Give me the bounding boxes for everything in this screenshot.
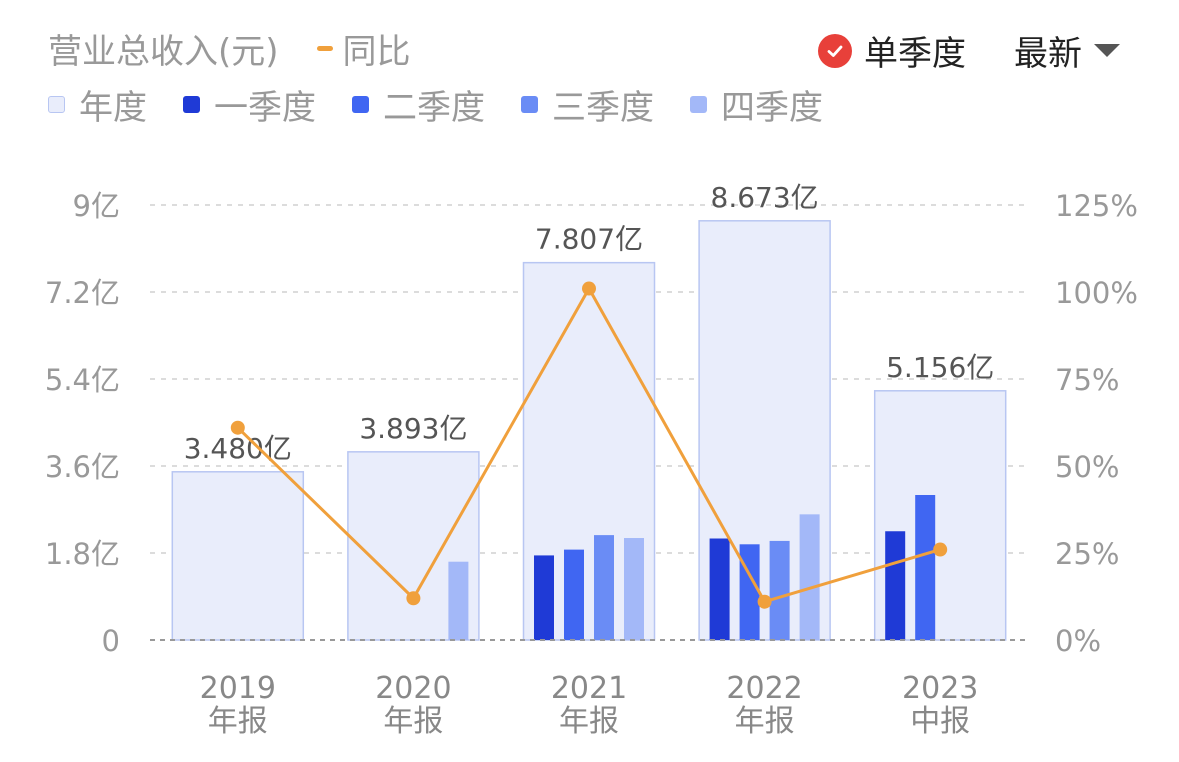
x-tick-label: 2021 年报 <box>551 671 627 739</box>
quarter-bar <box>799 514 820 640</box>
single-quarter-label[interactable]: 单季度 <box>864 34 966 74</box>
y-right-tick-label: 75% <box>1055 363 1119 397</box>
y-left-tick-label: 5.4亿 <box>45 363 120 397</box>
legend-swatch-icon <box>521 96 538 113</box>
legend-label: 一季度 <box>214 88 316 128</box>
yoy-point <box>582 281 596 296</box>
y-right-tick-label: 25% <box>1055 537 1119 571</box>
y-right-tick-label: 125% <box>1055 189 1138 223</box>
y-left-tick-label: 0 <box>102 624 120 658</box>
y-left-tick-label: 3.6亿 <box>45 450 120 484</box>
single-quarter-toggle[interactable]: 单季度 <box>818 26 966 75</box>
quarter-bar <box>709 538 730 640</box>
legend-label: 二季度 <box>383 88 485 128</box>
quarter-bar <box>624 538 644 640</box>
annual-value-label: 8.673亿 <box>711 181 819 214</box>
legend-swatch-icon <box>352 96 369 113</box>
y-left-tick-label: 9亿 <box>73 189 120 223</box>
yoy-legend-dash-icon <box>316 46 333 51</box>
y-left-tick-label: 1.8亿 <box>45 537 120 571</box>
check-circle-icon[interactable] <box>818 33 852 68</box>
quarter-bar <box>448 561 469 640</box>
legend-swatch-icon <box>48 96 65 113</box>
sort-dropdown[interactable]: 最新 <box>1014 26 1120 75</box>
legend-item[interactable]: 四季度 <box>690 80 823 129</box>
series-legend: 年度 一季度 二季度 三季度 四季度 <box>48 80 859 129</box>
y-right-tick-label: 0% <box>1055 624 1101 658</box>
sort-label[interactable]: 最新 <box>1014 34 1082 74</box>
annual-value-label: 3.480亿 <box>184 432 292 465</box>
yoy-point <box>230 420 245 435</box>
legend-swatch-icon <box>183 96 200 113</box>
legend-item[interactable]: 年度 <box>48 80 147 129</box>
quarter-bar <box>534 555 554 640</box>
triangle-down-icon[interactable] <box>1094 44 1120 57</box>
quarter-bar <box>885 531 906 640</box>
x-tick-label: 2023 中报 <box>902 671 978 739</box>
legend-item[interactable]: 三季度 <box>521 80 654 129</box>
quarter-bar <box>769 540 790 640</box>
annual-value-label: 7.807亿 <box>535 223 643 256</box>
quarter-bar <box>594 535 614 640</box>
quarter-bar <box>739 544 760 640</box>
legend-label: 三季度 <box>552 88 654 128</box>
yoy-point <box>757 594 772 609</box>
yoy-point <box>406 591 421 606</box>
legend-swatch-icon <box>690 96 707 113</box>
y-left-tick-label: 7.2亿 <box>45 276 120 310</box>
legend-item[interactable]: 二季度 <box>352 80 485 129</box>
y-right-tick-label: 50% <box>1055 450 1119 484</box>
chart-header: 营业总收入(元) 同比 <box>48 24 411 73</box>
annual-bar <box>171 471 305 641</box>
chart-title: 营业总收入(元) <box>48 32 279 72</box>
yoy-point <box>933 542 948 557</box>
quarter-bar <box>915 495 936 640</box>
quarter-bar <box>564 549 584 640</box>
annual-value-label: 3.893亿 <box>359 412 467 445</box>
yoy-legend-label: 同比 <box>342 32 411 72</box>
y-right-tick-label: 100% <box>1055 276 1138 310</box>
x-tick-label: 2019 年报 <box>200 671 276 739</box>
x-tick-label: 2020 年报 <box>375 671 451 739</box>
legend-label: 四季度 <box>721 88 823 128</box>
legend-item[interactable]: 一季度 <box>183 80 316 129</box>
legend-label: 年度 <box>79 88 147 128</box>
annual-value-label: 5.156亿 <box>886 351 994 384</box>
x-tick-label: 2022 年报 <box>726 671 802 739</box>
